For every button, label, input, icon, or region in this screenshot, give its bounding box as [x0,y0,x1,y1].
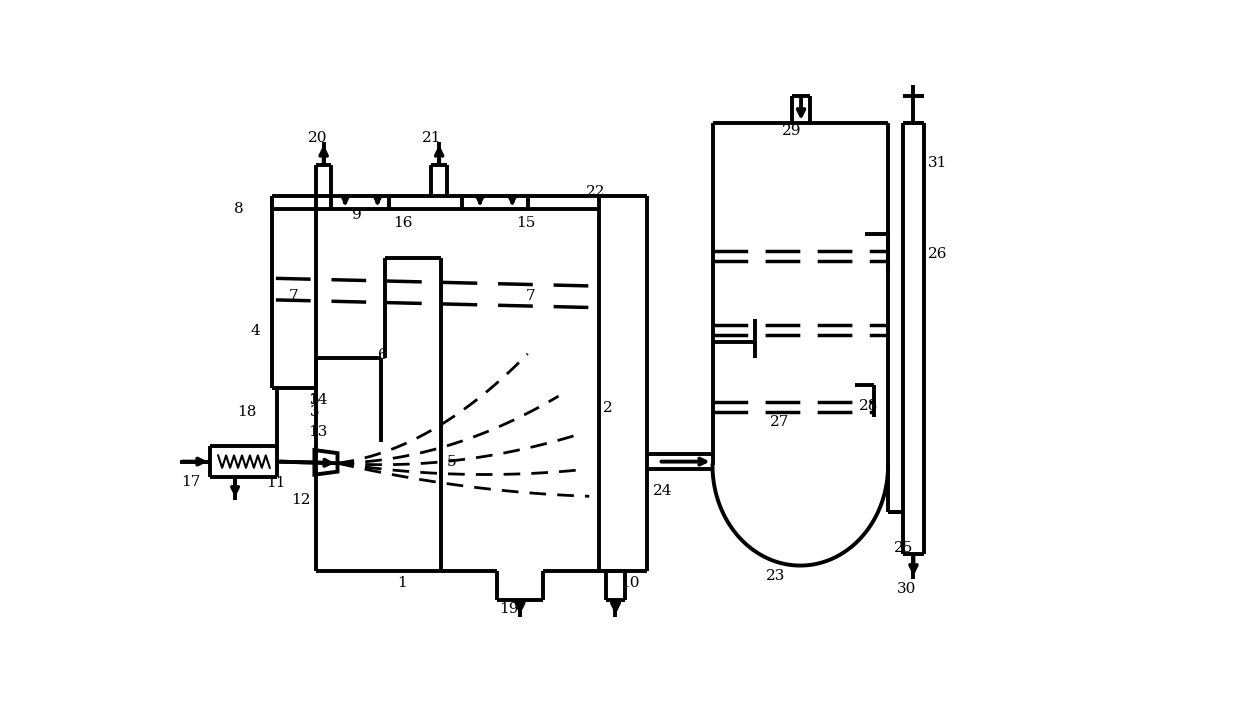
Text: 21: 21 [422,131,441,145]
Text: 24: 24 [652,484,672,498]
Text: 14: 14 [309,393,327,407]
Text: 5: 5 [446,454,456,469]
Text: 2: 2 [603,401,613,415]
Text: 11: 11 [265,476,285,490]
Text: 16: 16 [393,216,413,230]
Text: 20: 20 [309,131,327,145]
Text: 12: 12 [291,493,311,507]
Text: 3: 3 [310,393,320,407]
Text: 7: 7 [526,289,534,303]
Text: 26: 26 [928,247,947,261]
Text: 17: 17 [181,476,201,489]
Text: 13: 13 [309,425,327,440]
Text: 29: 29 [781,123,801,138]
Text: 10: 10 [620,576,640,591]
Text: 4: 4 [250,324,260,337]
Text: 28: 28 [859,399,878,413]
Text: 7: 7 [289,289,299,303]
Text: 8: 8 [233,202,243,216]
Text: 27: 27 [770,415,790,428]
Text: 22: 22 [585,185,605,199]
Text: 19: 19 [500,603,518,616]
Text: 18: 18 [237,405,255,418]
Text: 15: 15 [516,216,536,230]
Text: 6: 6 [378,348,388,362]
Text: 1: 1 [397,576,407,591]
Text: 25: 25 [894,541,913,555]
Text: 9: 9 [352,208,362,222]
Text: 31: 31 [928,156,947,170]
Text: 3: 3 [310,405,320,418]
Text: 30: 30 [898,581,916,596]
Text: 23: 23 [766,569,786,583]
